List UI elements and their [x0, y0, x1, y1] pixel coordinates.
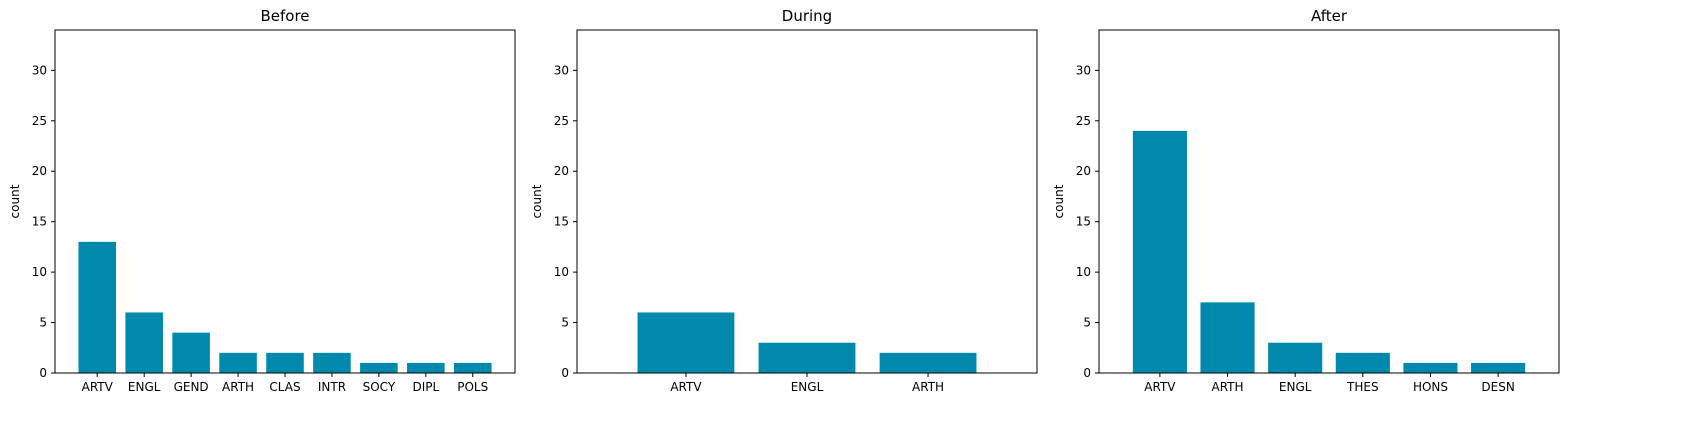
y-tick-label: 0	[1083, 366, 1091, 380]
y-tick-label: 30	[554, 63, 569, 77]
y-tick-label: 10	[554, 265, 569, 279]
x-tick-label: ARTV	[1144, 380, 1176, 394]
y-tick-label: 15	[32, 215, 47, 229]
panel-during: During count ARTV ENGL ARTH 0 5 10 15 20 25 30	[530, 7, 1038, 394]
y-tick-label: 30	[1076, 63, 1091, 77]
y-tick-label: 5	[1083, 316, 1091, 330]
y-axis-label: count	[8, 184, 22, 218]
chart-title: During	[782, 7, 832, 25]
bar-arth	[879, 352, 977, 373]
y-tick-label: 25	[554, 114, 569, 128]
x-tick-label: INTR	[318, 380, 346, 394]
plot-frame	[1098, 29, 1560, 374]
bar-gend	[172, 332, 210, 373]
y-tick-label: 25	[32, 114, 47, 128]
y-axis-label: count	[530, 184, 544, 218]
y-tick-label: 10	[32, 265, 47, 279]
y-tick-label: 0	[39, 366, 47, 380]
x-tick-label: SOCY	[363, 380, 396, 394]
y-tick-label: 20	[32, 164, 47, 178]
bar-desn	[1471, 362, 1526, 373]
x-tick-label: POLS	[457, 380, 488, 394]
x-tick-label: ARTV	[82, 380, 114, 394]
bar-socy	[360, 362, 398, 373]
x-tick-label: ARTH	[912, 380, 944, 394]
panel-before: Before count ARTV ENGL GEND ARTH CLAS INTR SOC…	[8, 7, 516, 394]
bar-arth	[1200, 302, 1255, 373]
y-tick-label: 20	[1076, 164, 1091, 178]
y-tick-label: 20	[554, 164, 569, 178]
y-tick-label: 0	[561, 366, 569, 380]
x-tick-label: ARTH	[222, 380, 254, 394]
chart-title: Before	[260, 7, 309, 25]
plot-frame	[54, 29, 516, 374]
x-tick-label: CLAS	[269, 380, 300, 394]
y-tick-label: 15	[1076, 215, 1091, 229]
x-tick-label: ENGL	[128, 380, 161, 394]
panel-after: After count ARTV ARTH ENGL THES HONS DESN 0 5 10…	[1052, 7, 1560, 394]
bar-artv	[637, 312, 735, 373]
bar-pols	[453, 362, 492, 373]
y-axis-label: count	[1052, 184, 1066, 218]
bar-clas	[266, 352, 304, 373]
x-tick-label: DESN	[1481, 380, 1514, 394]
y-tick-label: 5	[39, 316, 47, 330]
bar-engl	[758, 342, 856, 373]
y-tick-label: 25	[1076, 114, 1091, 128]
y-tick-label: 30	[32, 63, 47, 77]
x-tick-label: ENGL	[791, 380, 824, 394]
bar-artv	[78, 241, 117, 373]
bar-arth	[219, 352, 257, 373]
bar-engl	[1268, 342, 1323, 373]
bar-dipl	[407, 362, 445, 373]
y-tick-label: 10	[1076, 265, 1091, 279]
x-tick-label: ARTH	[1212, 380, 1244, 394]
x-tick-label: HONS	[1413, 380, 1448, 394]
y-tick-label: 5	[561, 316, 569, 330]
x-tick-label: ENGL	[1279, 380, 1312, 394]
x-tick-label: THES	[1346, 380, 1379, 394]
bar-intr	[313, 352, 351, 373]
bar-engl	[125, 312, 163, 373]
x-tick-label: ARTV	[670, 380, 702, 394]
bar-artv	[1132, 130, 1187, 373]
y-tick-label: 15	[554, 215, 569, 229]
bar-thes	[1335, 352, 1390, 373]
chart-title: After	[1311, 7, 1348, 25]
x-tick-label: GEND	[174, 380, 209, 394]
bar-hons	[1403, 362, 1458, 373]
x-tick-label: DIPL	[412, 380, 439, 394]
plot-frame	[576, 29, 1038, 374]
